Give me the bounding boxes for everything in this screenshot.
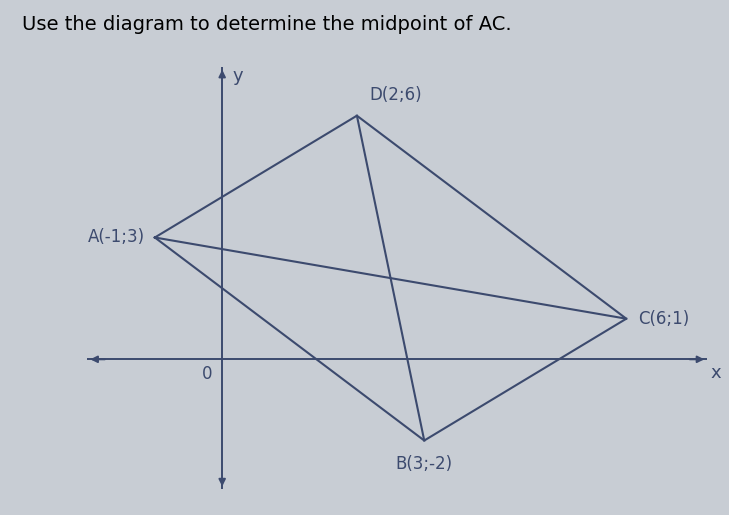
Text: y: y bbox=[233, 67, 243, 85]
Text: Use the diagram to determine the midpoint of AC.: Use the diagram to determine the midpoin… bbox=[22, 15, 512, 35]
Text: D(2;6): D(2;6) bbox=[369, 87, 421, 105]
Text: C(6;1): C(6;1) bbox=[639, 310, 690, 328]
Text: B(3;-2): B(3;-2) bbox=[396, 455, 453, 473]
Text: 0: 0 bbox=[202, 366, 212, 383]
Text: A(-1;3): A(-1;3) bbox=[87, 229, 145, 247]
Text: x: x bbox=[711, 364, 721, 382]
